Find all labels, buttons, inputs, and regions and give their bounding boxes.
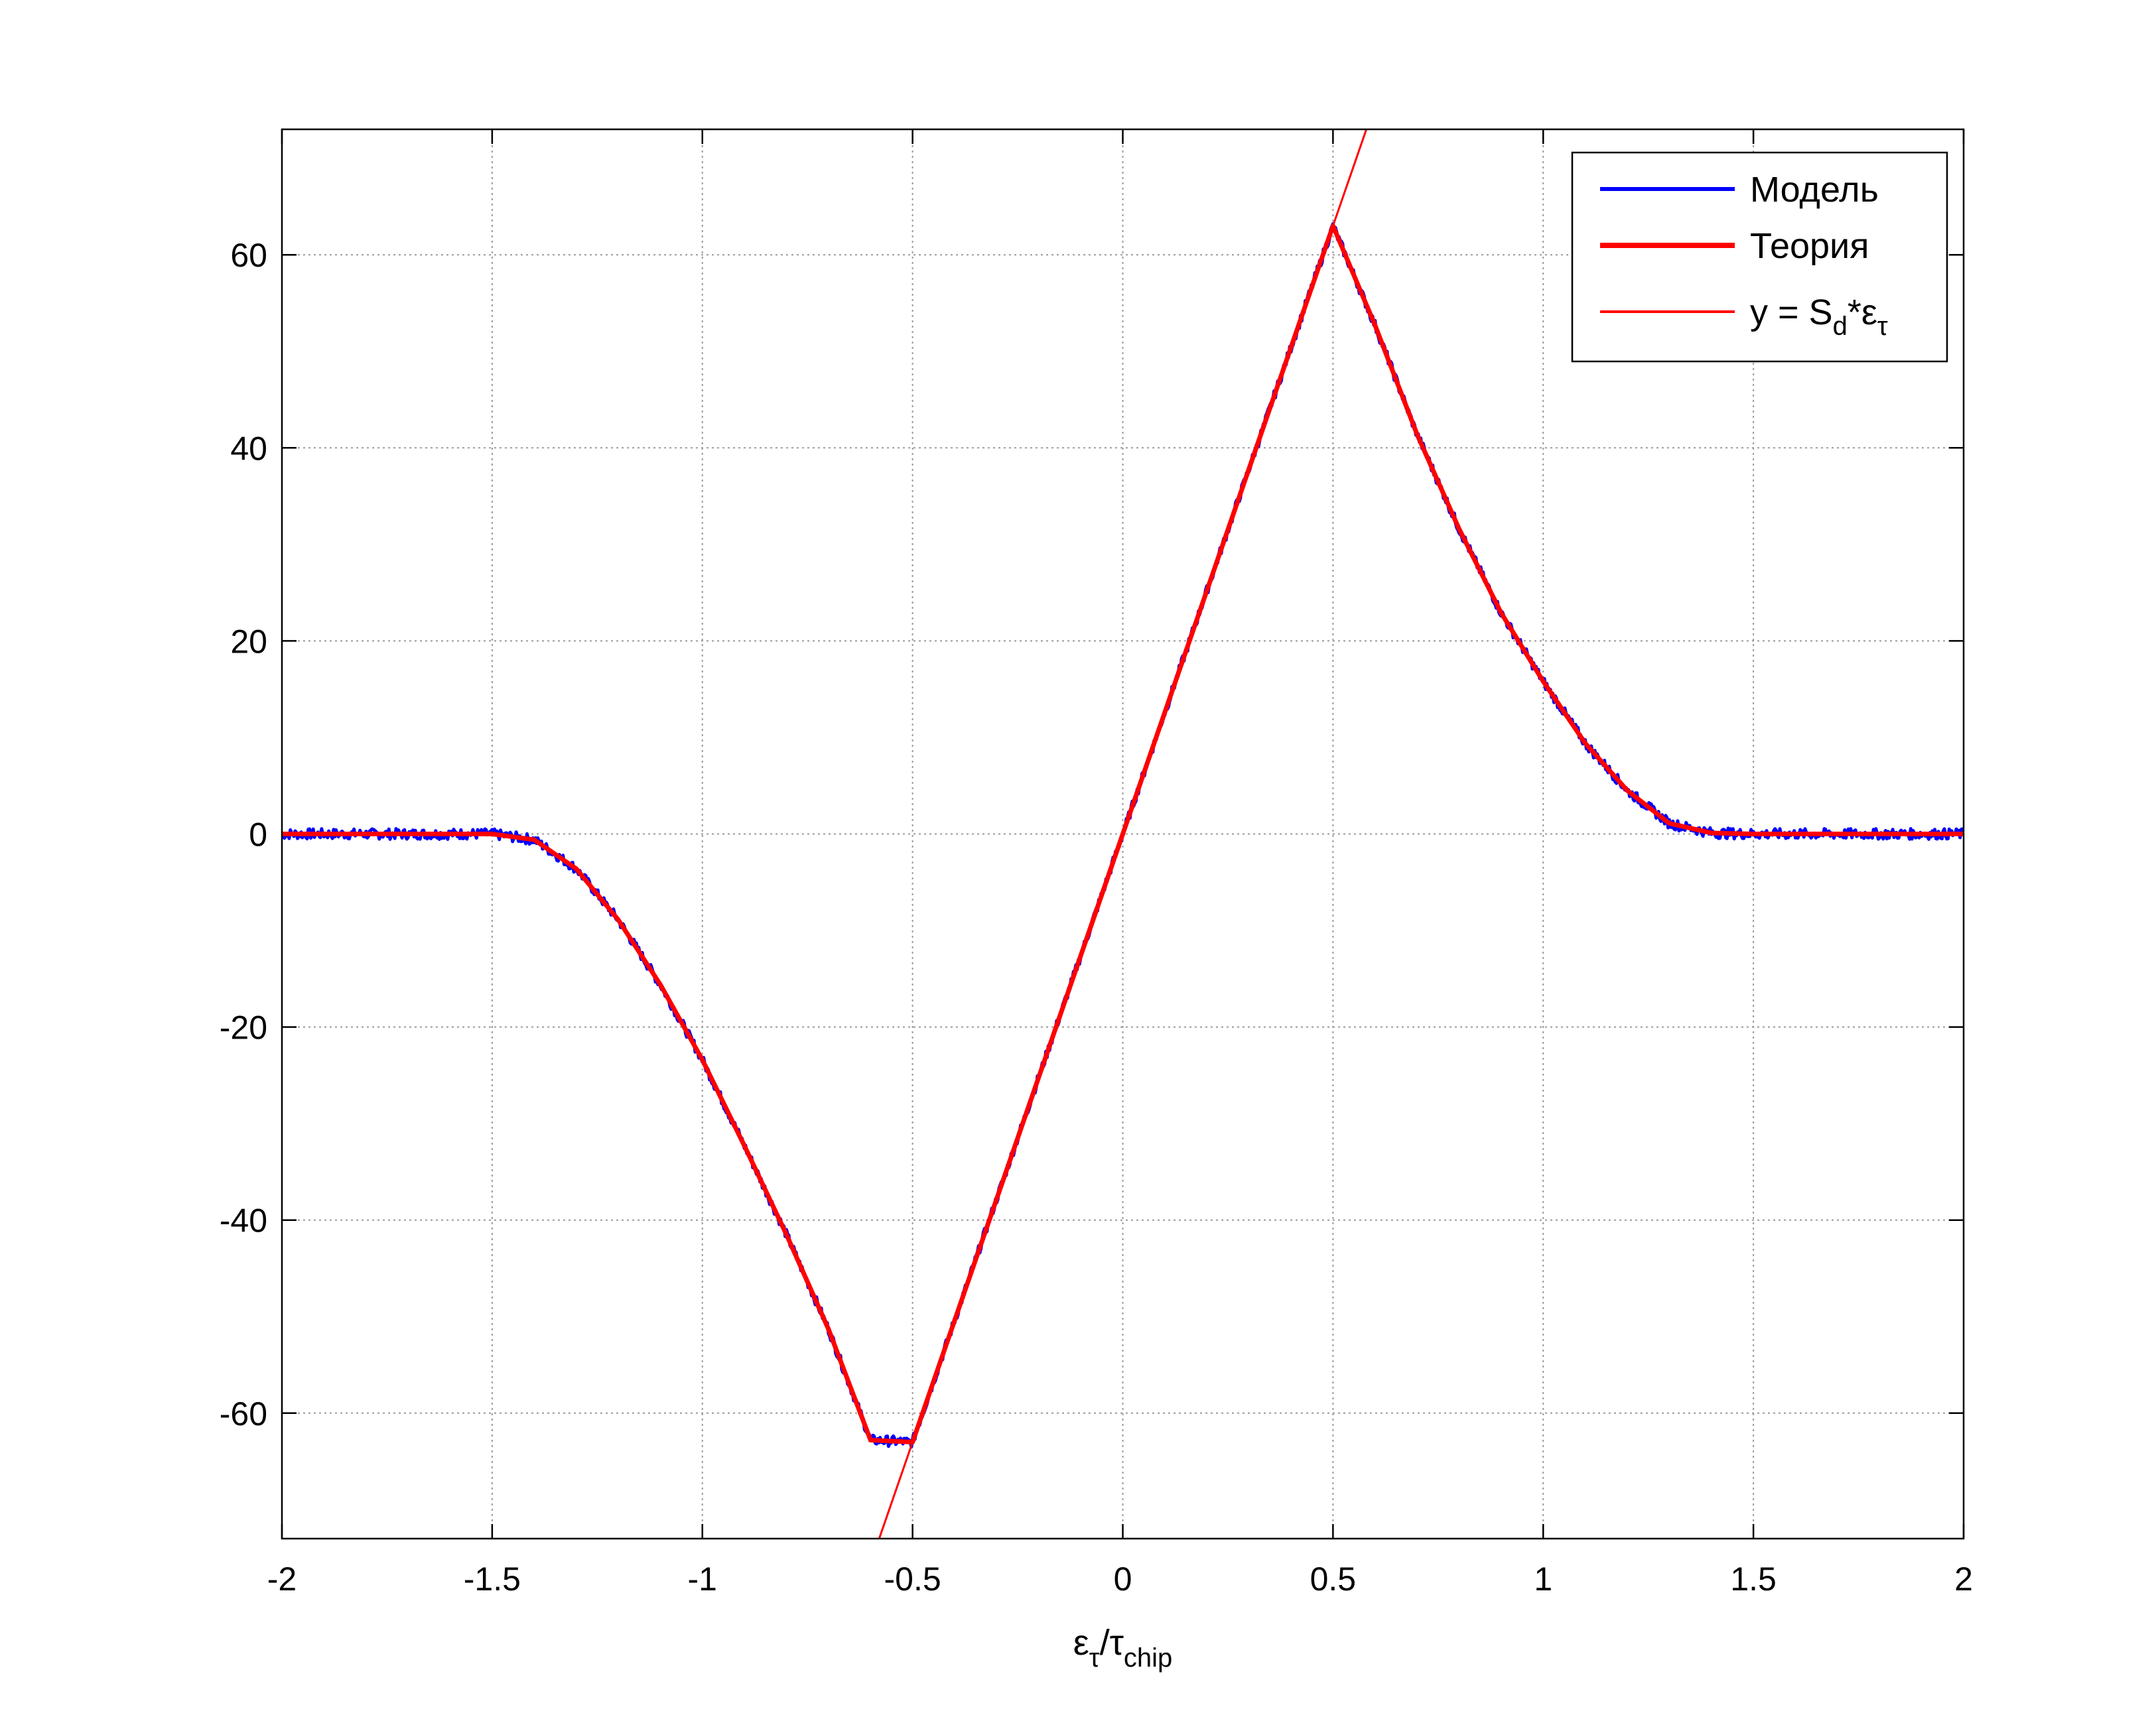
x-tick-label: 0	[1114, 1560, 1132, 1598]
x-tick-label: -1	[688, 1560, 717, 1598]
y-tick-label: -40	[220, 1202, 267, 1240]
x-tick-label: 2	[1954, 1560, 1973, 1598]
x-axis-label-mid: /τ	[1100, 1623, 1124, 1663]
plot-border	[281, 128, 1965, 1540]
series-line-2	[878, 129, 1368, 1539]
legend-label-linear-a-sub: d	[1833, 312, 1848, 341]
x-tick-label: -1.5	[464, 1560, 521, 1598]
legend: Модель Теория y = Sd*ετ	[1571, 151, 1948, 363]
y-tick-label: 20	[230, 623, 267, 660]
x-tick-label: 0.5	[1310, 1560, 1357, 1598]
series-layer	[282, 129, 1964, 1539]
x-tick-label: 1	[1534, 1560, 1552, 1598]
y-tick-label: 0	[249, 816, 267, 854]
legend-label-linear-b-sub: τ	[1877, 312, 1888, 341]
y-tick-label: 60	[230, 237, 267, 274]
x-axis-label-base: ε	[1073, 1623, 1089, 1663]
x-axis-label: ετ/τchip	[1073, 1623, 1173, 1673]
legend-label-model: Модель	[1750, 170, 1879, 210]
legend-label-linear: y = Sd*ετ	[1750, 292, 1888, 341]
x-axis-label-base-sub: τ	[1089, 1643, 1100, 1673]
y-tick-label: -60	[220, 1395, 267, 1432]
y-tick-label: 40	[230, 430, 267, 467]
legend-label-linear-a: y = S	[1750, 292, 1833, 332]
x-axis-label-mid-sub: chip	[1124, 1643, 1172, 1673]
grid	[281, 129, 1964, 1539]
x-tick-label: -0.5	[884, 1560, 941, 1598]
y-tick-label: -20	[220, 1009, 267, 1047]
x-tick-label: -2	[267, 1560, 297, 1598]
x-tick-label: 1.5	[1730, 1560, 1777, 1598]
legend-label-linear-b: *ε	[1848, 292, 1877, 332]
legend-label-theory: Теория	[1750, 226, 1869, 266]
tick-labels: -2 -1.5 -1 -0.5 0 0.5 1 1.5 2 -60 -40 -20 0 20 40 60	[220, 237, 1973, 1598]
